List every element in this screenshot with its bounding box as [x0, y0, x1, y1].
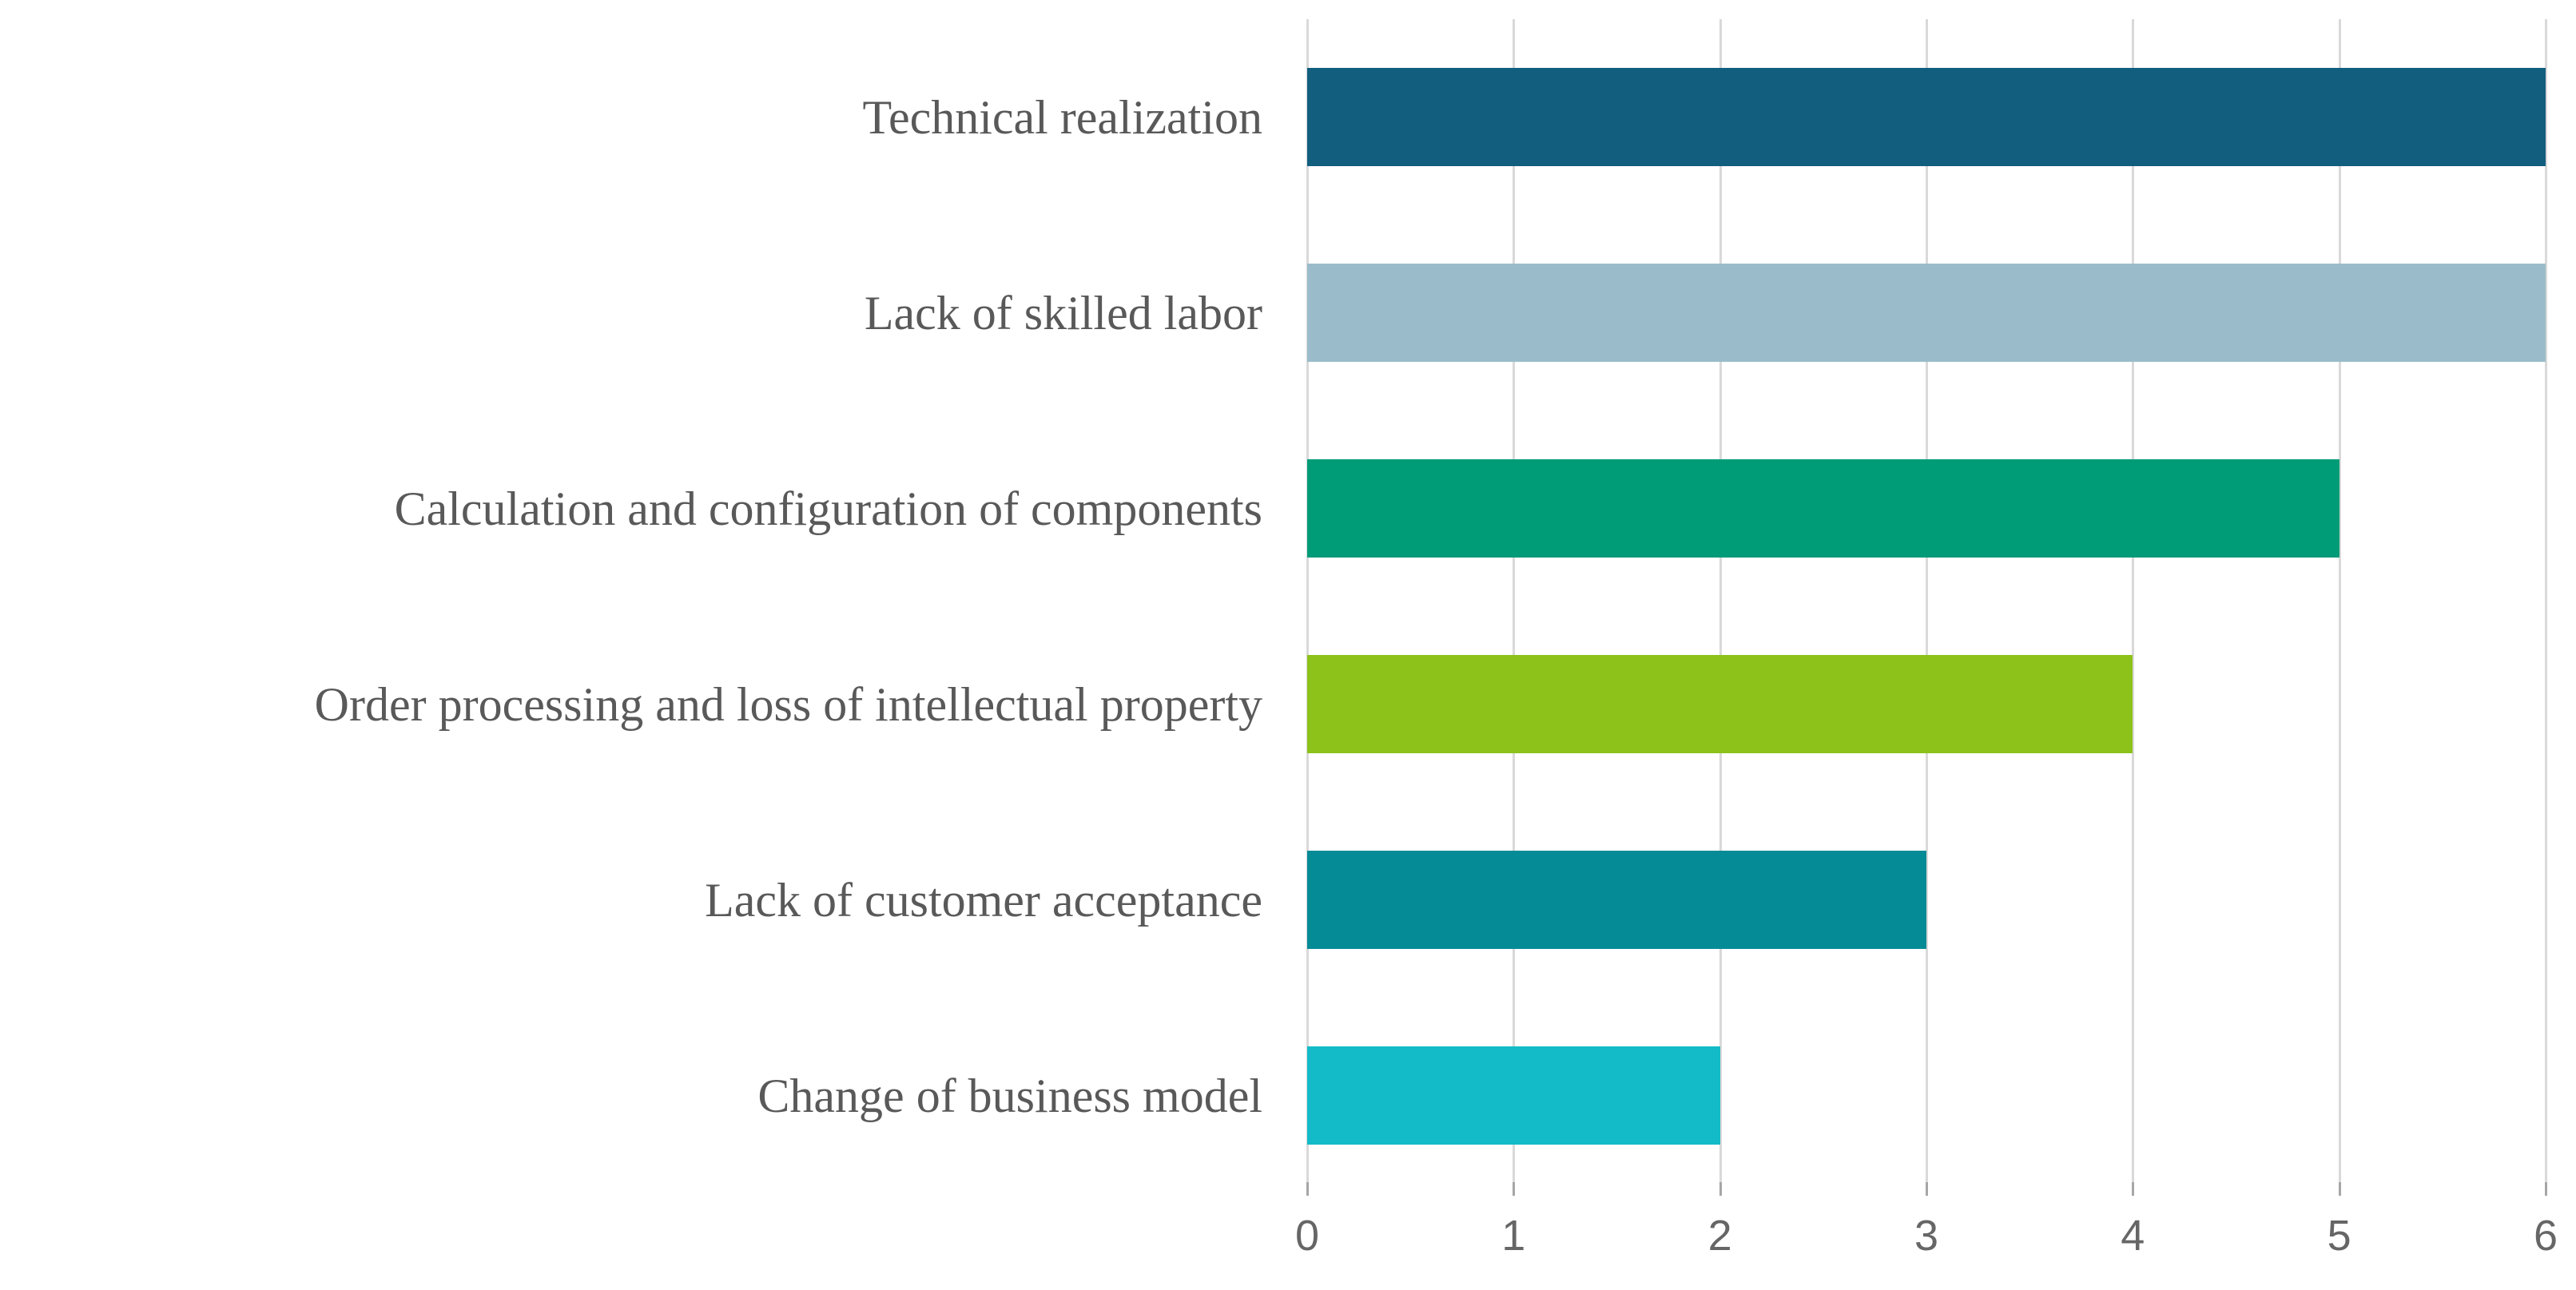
x-tick-label: 6: [2533, 1212, 2558, 1260]
gridline: [2338, 19, 2341, 1193]
bar: [1307, 851, 1926, 949]
x-tick-label: 5: [2327, 1212, 2351, 1260]
gridline: [1719, 19, 1722, 1193]
x-tick-label: 4: [2121, 1212, 2145, 1260]
tick-mark: [1513, 1182, 1516, 1196]
category-row: Order processing and loss of intellectua…: [0, 606, 1307, 802]
x-axis: 0 1 2 3 4 5 6: [1295, 1182, 2558, 1290]
category-label: Technical realization: [862, 90, 1262, 144]
category-label: Change of business model: [757, 1069, 1262, 1122]
gridline: [1926, 19, 1928, 1193]
category-label: Order processing and loss of intellectua…: [314, 677, 1262, 731]
category-row: Lack of customer acceptance: [0, 802, 1307, 998]
bar-row: [1307, 19, 2546, 215]
category-label: Lack of customer acceptance: [705, 873, 1262, 927]
tick-mark: [2338, 1182, 2341, 1196]
tick-mark: [1306, 1182, 1309, 1196]
category-axis: Technical realization Lack of skilled la…: [0, 19, 1307, 1193]
gridline: [1306, 19, 1309, 1193]
bar-row: [1307, 802, 2546, 998]
bar-row: [1307, 411, 2546, 606]
tick-mark: [1926, 1182, 1928, 1196]
bar: [1307, 264, 2546, 362]
x-tick-label: 1: [1501, 1212, 1526, 1260]
gridline: [1513, 19, 1516, 1193]
tick-mark: [1719, 1182, 1722, 1196]
tick-mark: [2545, 1182, 2547, 1196]
tick-mark: [2132, 1182, 2135, 1196]
x-tick-label: 2: [1707, 1212, 1732, 1260]
category-row: Technical realization: [0, 19, 1307, 215]
category-row: Lack of skilled labor: [0, 215, 1307, 411]
plot-area: [1306, 19, 2547, 1193]
gridline: [2132, 19, 2135, 1193]
x-tick-label: 3: [1914, 1212, 1939, 1260]
bar-row: [1307, 215, 2546, 411]
bar-row: [1307, 606, 2546, 802]
bar: [1307, 655, 2133, 753]
bar: [1307, 459, 2339, 558]
x-tick-label: 0: [1294, 1212, 1320, 1260]
gridline: [2545, 19, 2547, 1193]
category-row: Change of business model: [0, 998, 1307, 1193]
category-row: Calculation and configuration of compone…: [0, 411, 1307, 606]
category-label: Calculation and configuration of compone…: [394, 482, 1262, 535]
bar: [1307, 68, 2546, 166]
bar-series: [1307, 19, 2546, 1193]
category-label: Lack of skilled labor: [864, 286, 1262, 339]
bar: [1307, 1046, 1720, 1145]
bar-row: [1307, 998, 2546, 1193]
